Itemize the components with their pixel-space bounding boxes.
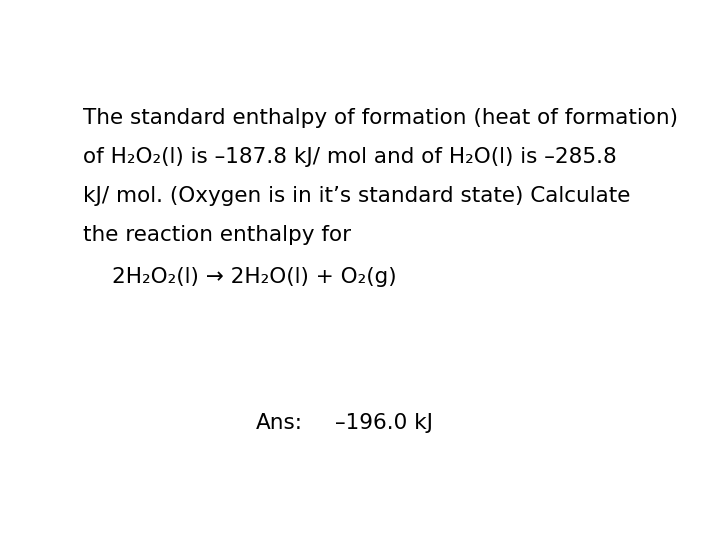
Text: the reaction enthalpy for: the reaction enthalpy for [83, 225, 351, 245]
Text: Ans:: Ans: [256, 413, 302, 433]
Text: –196.0 kJ: –196.0 kJ [335, 413, 433, 433]
Text: 2H₂O₂(l) → 2H₂O(l) + O₂(g): 2H₂O₂(l) → 2H₂O(l) + O₂(g) [112, 267, 396, 287]
Text: The standard enthalpy of formation (heat of formation): The standard enthalpy of formation (heat… [83, 108, 678, 128]
Text: of H₂O₂(l) is –187.8 kJ/ mol and of H₂O(l) is –285.8: of H₂O₂(l) is –187.8 kJ/ mol and of H₂O(… [83, 147, 616, 167]
Text: kJ/ mol. (Oxygen is in it’s standard state) Calculate: kJ/ mol. (Oxygen is in it’s standard sta… [83, 186, 630, 206]
